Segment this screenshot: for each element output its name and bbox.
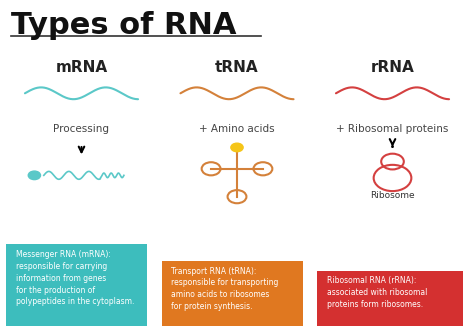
Text: rRNA: rRNA xyxy=(371,60,414,74)
Text: Ribosomal RNA (rRNA):
associated with ribosomal
proteins form ribosomes.: Ribosomal RNA (rRNA): associated with ri… xyxy=(327,276,427,309)
Text: mRNA: mRNA xyxy=(55,60,108,74)
Text: Processing: Processing xyxy=(54,124,109,134)
Text: tRNA: tRNA xyxy=(215,60,259,74)
Text: Messenger RNA (mRNA):
responsible for carrying
information from genes
for the pr: Messenger RNA (mRNA): responsible for ca… xyxy=(16,250,134,307)
Circle shape xyxy=(28,171,40,180)
FancyBboxPatch shape xyxy=(162,261,303,326)
Circle shape xyxy=(231,143,243,152)
Text: + Ribosomal proteins: + Ribosomal proteins xyxy=(337,124,449,134)
FancyBboxPatch shape xyxy=(317,270,463,326)
Text: Ribosome: Ribosome xyxy=(370,191,415,200)
Text: Types of RNA: Types of RNA xyxy=(11,11,237,40)
Text: Transport RNA (tRNA):
responsible for transporting
amino acids to ribosomes
for : Transport RNA (tRNA): responsible for tr… xyxy=(171,266,278,311)
Text: + Amino acids: + Amino acids xyxy=(199,124,275,134)
FancyBboxPatch shape xyxy=(6,244,147,326)
